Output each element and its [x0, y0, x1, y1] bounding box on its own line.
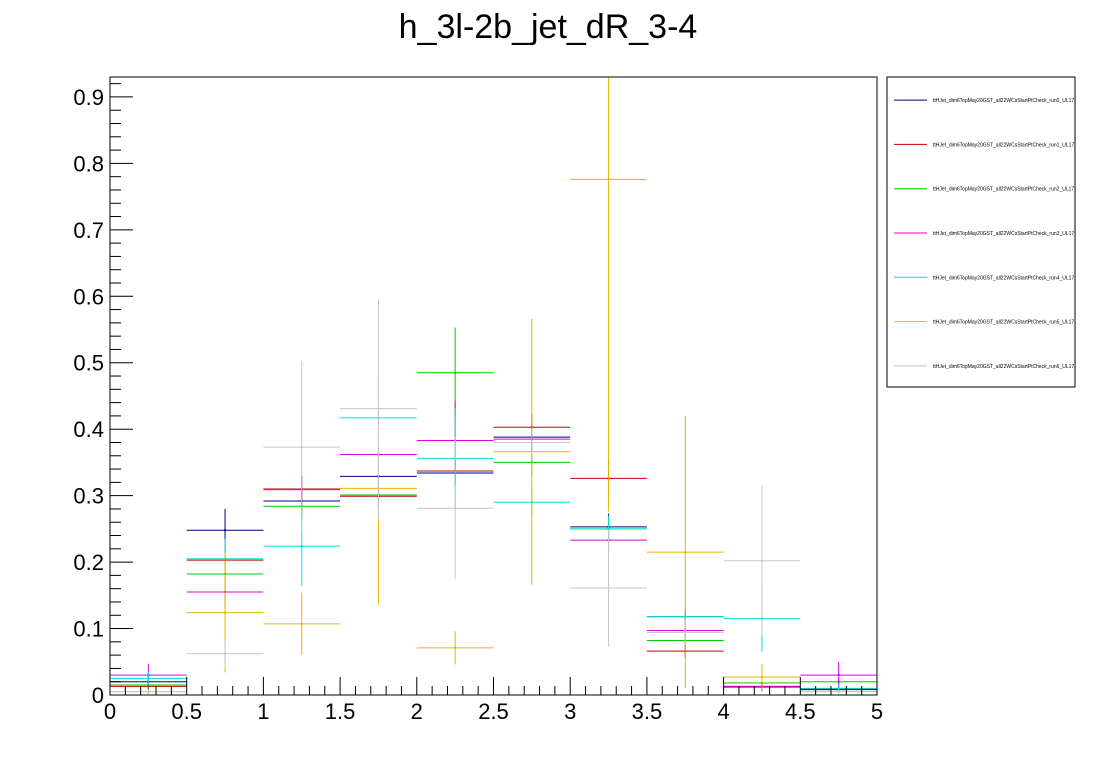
y-tick-label: 0.5	[73, 351, 104, 376]
bin-marker	[300, 544, 303, 548]
bin-marker	[684, 631, 687, 634]
bin-marker	[223, 529, 227, 532]
x-tick-label: 3.5	[632, 699, 663, 724]
y-tick-label: 0.2	[73, 550, 104, 575]
plot-data	[110, 77, 877, 694]
bin-marker	[453, 507, 457, 510]
legend-box	[886, 76, 1076, 388]
chart-title: h_3l-2b_jet_dR_3-4	[399, 8, 698, 46]
x-tick-label: 0	[104, 699, 116, 724]
series-6	[110, 298, 877, 694]
x-tick-label: 1.5	[325, 699, 356, 724]
bin-marker	[453, 646, 457, 650]
y-tick-label: 0.7	[73, 218, 104, 243]
legend: ttHJet_dim6TopMay20GST_all22WCsStartPtCh…	[886, 76, 1076, 388]
x-tick-label: 0.5	[171, 699, 202, 724]
bin-marker	[760, 559, 764, 562]
x-tick-label: 5	[871, 699, 883, 724]
x-tick-label: 2.5	[478, 699, 509, 724]
bin-marker	[147, 690, 150, 693]
legend-label: ttHJet_dim6TopMay20GST_all22WCsStartPtCh…	[933, 275, 1074, 281]
bin-marker	[837, 687, 840, 690]
y-tick-label: 0.9	[73, 85, 104, 110]
bin-marker	[300, 445, 303, 449]
bin-marker	[837, 690, 840, 693]
bin-marker	[147, 677, 150, 680]
y-tick-label: 0	[92, 683, 104, 708]
y-tick-label: 0.1	[73, 617, 104, 642]
y-tick-label: 0.3	[73, 484, 104, 509]
legend-label: ttHJet_dim6TopMay20GST_all22WCsStartPtCh…	[933, 364, 1074, 370]
legend-label: ttHJet_dim6TopMay20GST_all22WCsStartPtCh…	[933, 231, 1074, 237]
bin-marker	[607, 586, 610, 590]
y-tick-label: 0.4	[73, 417, 104, 442]
legend-label: ttHJet_dim6TopMay20GST_all22WCsStartPtCh…	[933, 142, 1074, 148]
x-tick-label: 4	[717, 699, 729, 724]
x-tick-label: 4.5	[785, 699, 816, 724]
y-tick-label: 0.8	[73, 151, 104, 176]
bin-marker	[760, 675, 764, 679]
bin-marker	[607, 527, 610, 531]
bin-marker	[377, 407, 380, 410]
bin-marker	[684, 550, 687, 554]
legend-label: ttHJet_dim6TopMay20GST_all22WCsStartPtCh…	[933, 98, 1074, 104]
legend-label: ttHJet_dim6TopMay20GST_all22WCsStartPtCh…	[933, 320, 1074, 326]
bin-marker	[607, 178, 610, 181]
x-tick-label: 1	[257, 699, 269, 724]
bin-marker	[223, 611, 227, 614]
x-tick-label: 3	[564, 699, 576, 724]
bin-marker	[530, 441, 534, 444]
bin-marker	[300, 622, 303, 626]
legend-label: ttHJet_dim6TopMay20GST_all22WCsStartPtCh…	[933, 187, 1074, 193]
axes: 0 0.5 1 1.5 2 2.5 3 3.5 4 4.5 5 0 0.1 0.2 0.3 0.4 0.5 0.6…	[73, 76, 883, 724]
x-tick-label: 2	[411, 699, 423, 724]
bin-marker	[223, 652, 227, 655]
bin-marker	[837, 673, 840, 677]
y-tick-label: 0.6	[73, 284, 104, 309]
bin-marker	[453, 371, 457, 374]
